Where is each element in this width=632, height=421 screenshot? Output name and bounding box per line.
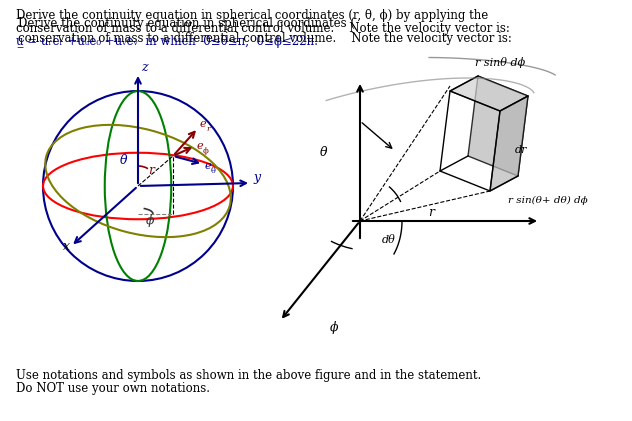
Text: ϕ: ϕ [330, 321, 339, 334]
Text: r: r [148, 164, 154, 177]
Text: Use notations and symbols as shown in the above figure and in the statement.: Use notations and symbols as shown in th… [16, 369, 481, 382]
Polygon shape [450, 76, 528, 111]
Text: y: y [253, 171, 260, 184]
Text: conservation of mass to a differential control volume.    Note the velocity vect: conservation of mass to a differential c… [16, 22, 510, 35]
Polygon shape [490, 96, 528, 191]
Text: Do NOT use your own notations.: Do NOT use your own notations. [16, 382, 210, 395]
Text: r: r [206, 125, 210, 133]
Text: θ: θ [211, 167, 216, 175]
Text: dr: dr [515, 145, 528, 155]
Text: e: e [197, 141, 204, 151]
Text: e: e [205, 161, 212, 171]
Text: dθ: dθ [382, 235, 396, 245]
Text: z: z [141, 61, 148, 74]
Text: θ: θ [120, 154, 128, 167]
Text: e: e [200, 119, 207, 129]
Text: θ: θ [320, 146, 327, 159]
Text: Derive the continuity equation in spherical coordinates (r, θ, ϕ) by applying th: Derive the continuity equation in spheri… [16, 9, 489, 22]
Text: ϕ: ϕ [146, 214, 154, 227]
Text: r sin(θ+ dθ) dϕ: r sin(θ+ dθ) dϕ [508, 196, 588, 205]
Text: x: x [63, 240, 70, 253]
Text: Derive the continuity equation in spherical coordinates (: Derive the continuity equation in spheri… [18, 17, 355, 30]
Text: r: r [428, 206, 434, 219]
Polygon shape [468, 76, 528, 176]
Text: r sinθ dϕ: r sinθ dϕ [475, 57, 525, 68]
Text: conservation of mass to a differential control volume.    Note the velocity vect: conservation of mass to a differential c… [18, 32, 511, 45]
Text: u̲ = uᵣeᵣ +uᵤe₀ +uᵥeᵥ  in which  0≤θ≤π,  0≤ϕ≤22π.: u̲ = uᵣeᵣ +uᵤe₀ +uᵥeᵥ in which 0≤θ≤π, 0≤… [16, 35, 318, 48]
Text: ϕ: ϕ [203, 147, 209, 155]
